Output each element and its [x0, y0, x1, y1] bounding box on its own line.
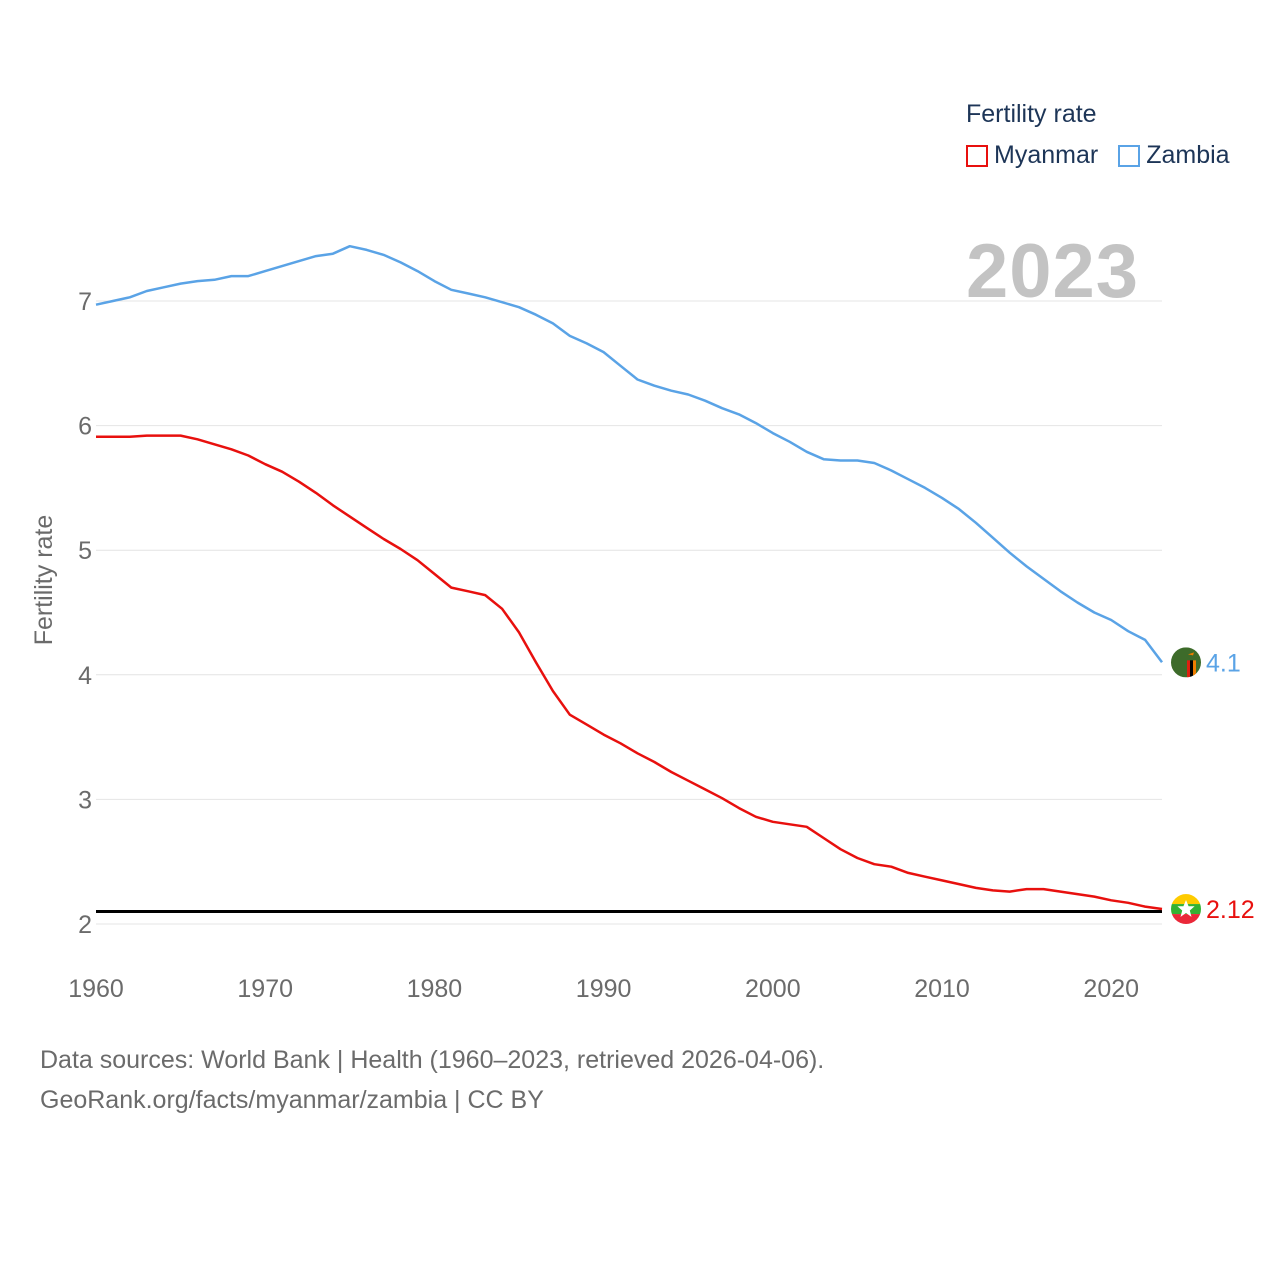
- x-tick-label: 1990: [576, 975, 632, 1003]
- x-tick-label: 1980: [407, 975, 463, 1003]
- year-label: 2023: [966, 229, 1140, 314]
- legend-label-myanmar: Myanmar: [994, 141, 1099, 169]
- y-tick-label: 3: [78, 786, 92, 814]
- x-tick-label: 2020: [1083, 975, 1139, 1003]
- y-axis-label: Fertility rate: [30, 515, 58, 646]
- series-line-zambia: [95, 244, 1163, 664]
- series-end-markers: 2.12 4.1: [1171, 647, 1255, 925]
- x-tick-label: 2000: [745, 975, 801, 1003]
- y-axis-ticks: 2 3 4 5 6 7: [78, 288, 92, 939]
- x-tick-label: 1970: [237, 975, 293, 1003]
- legend-title: Fertility rate: [966, 100, 1097, 128]
- flag-icon-myanmar: [1171, 894, 1201, 925]
- footer-sources: Data sources: World Bank | Health (1960–…: [40, 1046, 825, 1074]
- line-chart: 2 3 4 5 6 7 1960 1970 1980 1990 2000 2010 2020 Fert…: [30, 244, 1255, 1003]
- x-tick-label: 1960: [68, 975, 124, 1003]
- legend-label-zambia: Zambia: [1146, 141, 1230, 169]
- y-tick-label: 6: [78, 413, 92, 441]
- series-lines: [95, 244, 1163, 911]
- legend: Fertility rate Myanmar Zambia: [966, 100, 1250, 170]
- end-label-myanmar: 2.12: [1206, 896, 1255, 924]
- x-tick-label: 2010: [914, 975, 970, 1003]
- y-tick-label: 7: [78, 288, 92, 316]
- legend-swatch-myanmar: [966, 144, 988, 167]
- series-line-myanmar: [96, 434, 1163, 911]
- flag-icon-zambia: [1171, 647, 1201, 678]
- legend-swatch-zambia: [1118, 144, 1141, 167]
- y-tick-label: 5: [78, 537, 92, 565]
- gridlines: [96, 300, 1162, 925]
- end-label-zambia: 4.1: [1206, 649, 1241, 677]
- legend-item-myanmar[interactable]: Myanmar: [966, 141, 1098, 170]
- y-tick-label: 4: [78, 662, 92, 690]
- y-tick-label: 2: [78, 911, 92, 939]
- legend-item-zambia[interactable]: Zambia: [1118, 141, 1230, 170]
- footer-link[interactable]: GeoRank.org/facts/myanmar/zambia | CC BY: [40, 1086, 544, 1114]
- footer: Data sources: World Bank | Health (1960–…: [40, 1040, 824, 1120]
- x-axis-ticks: 1960 1970 1980 1990 2000 2010 2020: [68, 975, 1139, 1003]
- legend-items: Myanmar Zambia: [966, 141, 1250, 170]
